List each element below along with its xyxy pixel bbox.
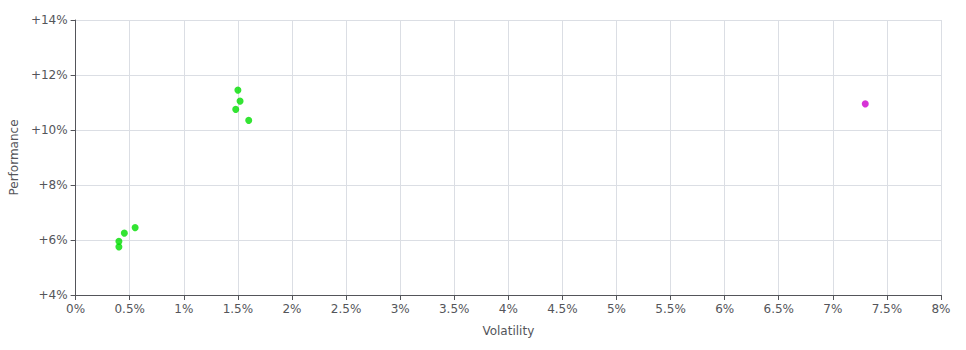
- svg-text:0.5%: 0.5%: [114, 302, 145, 316]
- svg-text:7%: 7%: [823, 302, 842, 316]
- svg-text:2.5%: 2.5%: [331, 302, 362, 316]
- svg-text:5.5%: 5.5%: [655, 302, 686, 316]
- svg-text:3%: 3%: [391, 302, 410, 316]
- svg-text:Volatility: Volatility: [482, 324, 534, 338]
- svg-text:4%: 4%: [499, 302, 518, 316]
- svg-text:+14%: +14%: [31, 13, 68, 27]
- svg-text:Performance: Performance: [7, 119, 21, 195]
- svg-text:5%: 5%: [607, 302, 626, 316]
- svg-text:6%: 6%: [715, 302, 734, 316]
- svg-text:+4%: +4%: [39, 288, 68, 302]
- svg-text:2%: 2%: [282, 302, 301, 316]
- svg-text:1%: 1%: [174, 302, 193, 316]
- svg-text:0%: 0%: [66, 302, 85, 316]
- svg-text:8%: 8%: [931, 302, 950, 316]
- svg-text:7.5%: 7.5%: [872, 302, 903, 316]
- svg-text:+8%: +8%: [39, 178, 68, 192]
- svg-text:3.5%: 3.5%: [439, 302, 470, 316]
- svg-text:+6%: +6%: [39, 233, 68, 247]
- svg-text:6.5%: 6.5%: [763, 302, 794, 316]
- svg-text:1.5%: 1.5%: [223, 302, 254, 316]
- svg-text:+12%: +12%: [31, 68, 68, 82]
- svg-text:+10%: +10%: [31, 123, 68, 137]
- svg-text:4.5%: 4.5%: [547, 302, 578, 316]
